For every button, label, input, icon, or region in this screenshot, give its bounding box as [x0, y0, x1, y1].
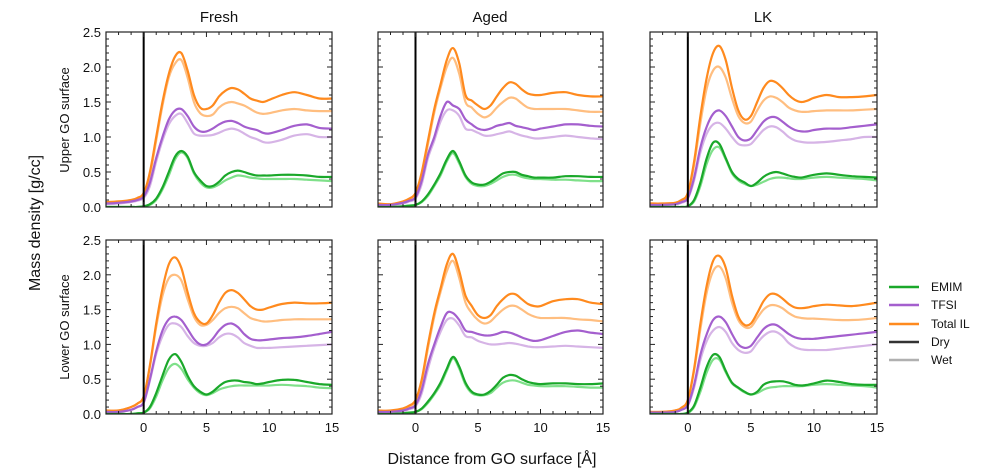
row-label-upper: Upper GO surface: [57, 67, 72, 173]
x-tick-label: 5: [474, 420, 481, 435]
axes-frame: [377, 239, 604, 415]
x-tick-label: 0: [140, 420, 147, 435]
y-tick-label: 0.0: [83, 407, 101, 422]
x-tick-label: 10: [533, 420, 547, 435]
series-line-emim-dry: [378, 355, 603, 414]
panel-lower-fresh: 0.0 0.5 1.0 1.5 2.0 2.5 0 5 10 15: [83, 233, 339, 435]
panel-lower-aged: 0 5 10 15: [377, 239, 610, 435]
y-tick-label: 0.0: [83, 200, 101, 215]
series-line-tfsi-dry: [378, 100, 603, 207]
y-tick-label: 2.0: [83, 60, 101, 75]
series-line-total-il-dry: [650, 254, 877, 414]
y-tick-label: 2.5: [83, 25, 101, 40]
y-tick-label: 1.5: [83, 95, 101, 110]
series-line-tfsi-wet: [650, 325, 877, 414]
axes-frame: [649, 239, 878, 415]
series-line-total-il-dry: [378, 252, 603, 412]
x-tick-label: 5: [747, 420, 754, 435]
series-line-emim-dry: [106, 352, 332, 414]
x-tick-label: 15: [870, 420, 884, 435]
series-line-emim-dry: [650, 352, 877, 414]
series-line-tfsi-dry: [378, 310, 603, 414]
x-tick-label: 10: [807, 420, 821, 435]
x-axis-label: Distance from GO surface [Å]: [388, 449, 597, 468]
panels-group: 0.0 0.5 1.0 1.5 2.0 2.5 0.0 0.5 1.0 1.5 2.0 2.5 0 5 10…: [83, 25, 884, 435]
y-tick-label: 1.5: [83, 303, 101, 318]
y-tick-label: 0.5: [83, 372, 101, 387]
series-line-tfsi-dry: [106, 315, 332, 414]
series-line-total-il-dry: [106, 50, 332, 204]
y-axis-label: Mass density [g/cc]: [27, 155, 44, 291]
x-tick-label: 10: [262, 420, 276, 435]
legend-label-dry: Dry: [931, 335, 950, 349]
panel-upper-fresh: 0.0 0.5 1.0 1.5 2.0 2.5: [83, 25, 333, 215]
y-tick-label: 0.5: [83, 165, 101, 180]
panel-upper-aged: [377, 31, 604, 208]
legend-label-emim: EMIM: [931, 280, 962, 294]
axes-frame: [105, 239, 333, 415]
y-tick-label: 2.0: [83, 268, 101, 283]
panel-lower-lk: 0 5 10 15: [649, 239, 884, 435]
column-title-lk: LK: [754, 9, 772, 26]
series-line-total-il-dry: [378, 47, 603, 206]
panel-upper-lk: [649, 31, 878, 208]
series-line-tfsi-wet: [106, 112, 332, 206]
legend-label-wet: Wet: [931, 353, 953, 367]
row-label-lower: Lower GO surface: [57, 274, 72, 380]
series-line-total-il-dry: [650, 44, 877, 205]
x-tick-label: 0: [412, 420, 419, 435]
legend-label-total-il: Total IL: [931, 317, 970, 331]
x-tick-label: 15: [325, 420, 339, 435]
series-line-emim-dry: [106, 149, 332, 207]
x-tick-label: 5: [203, 420, 210, 435]
x-tick-label: 15: [596, 420, 610, 435]
x-tick-label: 0: [684, 420, 691, 435]
series-line-tfsi-dry: [650, 315, 877, 414]
column-title-aged: Aged: [472, 9, 507, 26]
column-title-fresh: Fresh: [200, 9, 238, 26]
series-line-total-il-dry: [106, 256, 332, 412]
series-line-tfsi-dry: [106, 107, 332, 205]
y-tick-label: 1.0: [83, 337, 101, 352]
series-line-tfsi-wet: [650, 121, 877, 207]
series-line-emim-dry: [650, 140, 877, 207]
legend: EMIM TFSI Total IL Dry Wet: [889, 280, 970, 367]
legend-label-tfsi: TFSI: [931, 298, 957, 312]
series-line-emim-dry: [378, 149, 603, 207]
series-line-tfsi-dry: [650, 109, 877, 207]
y-tick-label: 2.5: [83, 233, 101, 248]
y-tick-label: 1.0: [83, 130, 101, 145]
